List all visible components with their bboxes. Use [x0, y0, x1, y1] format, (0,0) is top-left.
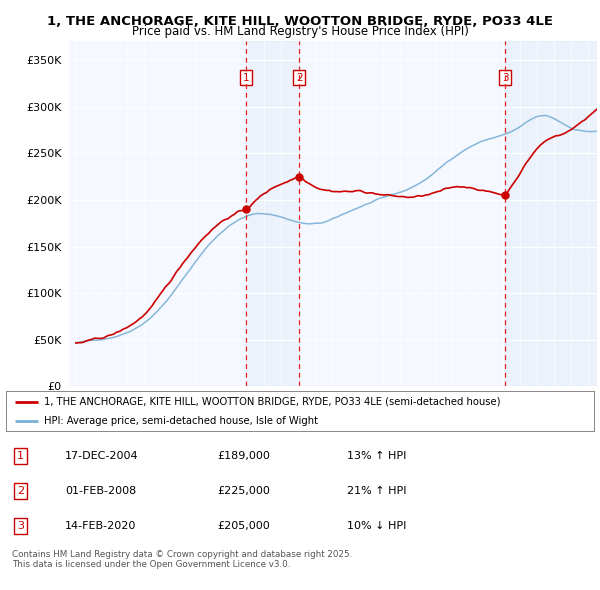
- Text: 01-FEB-2008: 01-FEB-2008: [65, 486, 136, 496]
- Text: 2: 2: [17, 486, 24, 496]
- Text: Contains HM Land Registry data © Crown copyright and database right 2025.
This d: Contains HM Land Registry data © Crown c…: [12, 550, 352, 569]
- Bar: [246, 41, 299, 386]
- Text: Price paid vs. HM Land Registry's House Price Index (HPI): Price paid vs. HM Land Registry's House …: [131, 25, 469, 38]
- Text: 1: 1: [17, 451, 24, 461]
- Bar: [505, 41, 597, 386]
- Text: 1: 1: [243, 73, 250, 83]
- Text: HPI: Average price, semi-detached house, Isle of Wight: HPI: Average price, semi-detached house,…: [44, 416, 318, 425]
- Text: 2: 2: [296, 73, 302, 83]
- Text: £205,000: £205,000: [218, 521, 271, 531]
- Text: 3: 3: [17, 521, 24, 531]
- Text: 1, THE ANCHORAGE, KITE HILL, WOOTTON BRIDGE, RYDE, PO33 4LE (semi-detached house: 1, THE ANCHORAGE, KITE HILL, WOOTTON BRI…: [44, 397, 501, 407]
- Text: 21% ↑ HPI: 21% ↑ HPI: [347, 486, 407, 496]
- Text: 14-FEB-2020: 14-FEB-2020: [65, 521, 136, 531]
- Text: £189,000: £189,000: [218, 451, 271, 461]
- Text: £225,000: £225,000: [218, 486, 271, 496]
- Text: 1, THE ANCHORAGE, KITE HILL, WOOTTON BRIDGE, RYDE, PO33 4LE: 1, THE ANCHORAGE, KITE HILL, WOOTTON BRI…: [47, 15, 553, 28]
- Text: 13% ↑ HPI: 13% ↑ HPI: [347, 451, 406, 461]
- Text: 17-DEC-2004: 17-DEC-2004: [65, 451, 139, 461]
- Text: 10% ↓ HPI: 10% ↓ HPI: [347, 521, 406, 531]
- Text: 3: 3: [502, 73, 508, 83]
